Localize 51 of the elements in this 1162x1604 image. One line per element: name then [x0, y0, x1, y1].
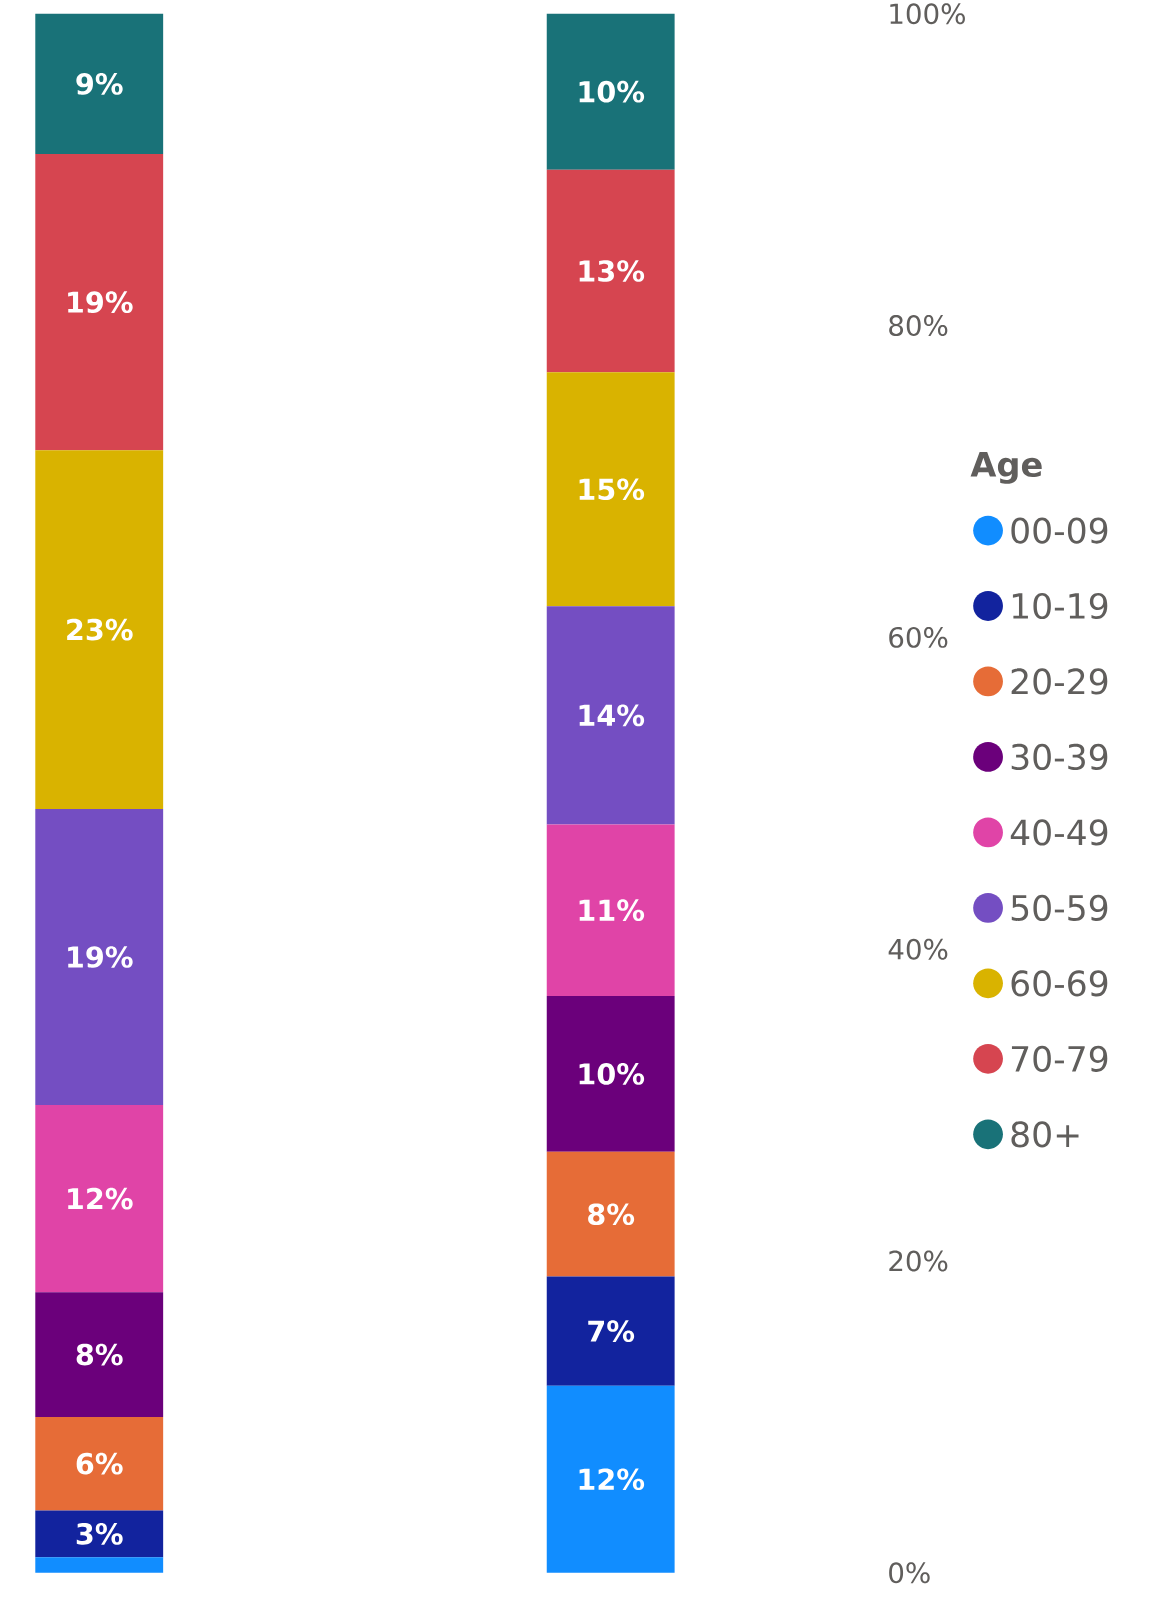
legend-label: 30-39	[1011, 743, 1108, 771]
data-label: 8%	[76, 1343, 123, 1366]
bar	[35, 13, 164, 155]
bar	[35, 808, 164, 1106]
y-tick-label: 60%	[889, 626, 948, 648]
data-label: 7%	[588, 1320, 635, 1343]
legend-label: 20-29	[1011, 668, 1108, 695]
legend-label: 70-79	[1012, 1045, 1108, 1072]
bar	[546, 1151, 675, 1277]
bar	[546, 169, 675, 373]
bar	[546, 1385, 675, 1573]
data-label: 10%	[579, 1063, 645, 1085]
data-label: 9%	[76, 73, 123, 95]
bar	[546, 1276, 675, 1386]
data-label: 12%	[68, 1187, 133, 1210]
data-label: 19%	[68, 291, 133, 314]
bar	[35, 1292, 164, 1417]
data-label: 12%	[579, 1468, 645, 1491]
bar	[546, 13, 675, 170]
legend-label: 50-59	[1011, 894, 1108, 921]
y-tick-label: 100%	[890, 3, 966, 25]
bar	[546, 606, 675, 825]
data-label: 23%	[67, 618, 133, 641]
legend-label: 80+	[1011, 1121, 1079, 1148]
y-tick-label: 80%	[889, 315, 948, 337]
bar	[35, 450, 164, 809]
bar	[35, 1510, 164, 1558]
data-label: 8%	[588, 1203, 635, 1226]
bar	[546, 372, 675, 607]
y-tick-label: 20%	[889, 1250, 948, 1272]
legend-label: 60-69	[1011, 970, 1108, 997]
data-label: 6%	[76, 1452, 123, 1475]
bar	[35, 1105, 164, 1293]
legend-label: 10-19	[1012, 592, 1108, 620]
data-label: 13%	[579, 260, 645, 282]
data-label: 14%	[579, 704, 645, 727]
data-label: 10%	[579, 80, 645, 103]
legend-label: 00-09	[1011, 517, 1108, 544]
bar	[35, 1557, 164, 1573]
bar	[546, 824, 675, 996]
data-label: 19%	[68, 946, 133, 968]
y-tick-label: 40%	[888, 938, 948, 960]
data-label: 15%	[579, 478, 645, 501]
bar	[35, 1416, 164, 1511]
y-tick-label: 0%	[889, 1562, 930, 1584]
legend-label: 40-49	[1010, 819, 1108, 846]
data-label: 3%	[76, 1522, 123, 1545]
data-label: 11%	[579, 899, 645, 922]
bar	[546, 995, 675, 1152]
bar	[35, 154, 164, 451]
legend-title: Age	[970, 452, 1042, 484]
